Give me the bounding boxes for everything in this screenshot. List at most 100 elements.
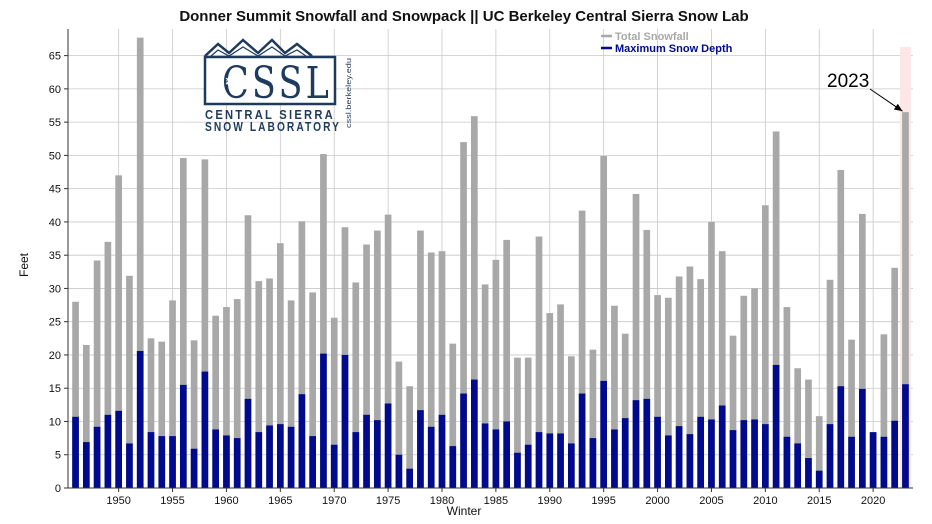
bar-max-snow-depth bbox=[169, 436, 176, 488]
bar-max-snow-depth bbox=[481, 423, 489, 488]
x-tick-label: 1960 bbox=[214, 495, 238, 507]
bar-max-snow-depth bbox=[869, 432, 877, 488]
bar-total-snowfall bbox=[169, 300, 176, 488]
bar-total-snowfall bbox=[567, 356, 575, 488]
y-tick-labels: 0 5 10 15 20 25 30 35 40 45 50 55 60 65 bbox=[49, 51, 68, 495]
y-axis-label: Feet bbox=[17, 252, 31, 277]
bar-total-snowfall bbox=[352, 282, 360, 488]
bar-total-snowfall bbox=[557, 304, 564, 488]
bar-total-snowfall bbox=[761, 205, 769, 489]
x-tick-label: 1985 bbox=[484, 495, 508, 507]
bar-max-snow-depth bbox=[567, 443, 575, 488]
max-snow-depth-bars bbox=[72, 350, 909, 488]
bar-max-snow-depth bbox=[320, 353, 327, 488]
bar-max-snow-depth bbox=[697, 416, 705, 488]
bar-total-snowfall bbox=[330, 317, 338, 488]
bar-total-snowfall bbox=[718, 251, 726, 488]
bar-total-snowfall bbox=[72, 301, 79, 488]
bar-total-snowfall bbox=[675, 276, 683, 488]
bar-max-snow-depth bbox=[341, 354, 349, 488]
bar-max-snow-depth bbox=[891, 420, 899, 488]
bar-total-snowfall bbox=[891, 267, 899, 488]
bar-max-snow-depth bbox=[848, 436, 855, 488]
bar-max-snow-depth bbox=[449, 446, 457, 488]
bar-max-snow-depth bbox=[212, 429, 220, 488]
bar-max-snow-depth bbox=[395, 454, 403, 488]
x-tick-label: 1990 bbox=[538, 495, 562, 507]
bar-total-snowfall bbox=[384, 214, 392, 489]
bar-max-snow-depth bbox=[654, 416, 661, 488]
bar-total-snowfall bbox=[643, 229, 651, 489]
mountain-icon bbox=[204, 38, 313, 57]
bar-max-snow-depth bbox=[783, 436, 791, 488]
bar-max-snow-depth bbox=[794, 443, 802, 488]
bar-max-snow-depth bbox=[406, 468, 414, 488]
bar-total-snowfall bbox=[126, 275, 133, 488]
x-axis-label: Winter bbox=[447, 504, 482, 518]
bar-total-snowfall bbox=[115, 175, 122, 488]
bar-max-snow-depth bbox=[740, 420, 748, 488]
bar-total-snowfall bbox=[837, 170, 845, 488]
y-tick-label: 45 bbox=[49, 184, 61, 196]
bar-max-snow-depth bbox=[82, 442, 90, 488]
bar-max-snow-depth bbox=[309, 436, 317, 488]
bar-max-snow-depth bbox=[352, 432, 360, 488]
bar-max-snow-depth bbox=[233, 438, 241, 488]
bar-max-snow-depth bbox=[643, 398, 651, 488]
x-tick-label: 1980 bbox=[430, 495, 454, 507]
bar-total-snowfall bbox=[395, 361, 403, 488]
y-tick-label: 40 bbox=[49, 217, 61, 229]
bar-max-snow-depth bbox=[880, 436, 888, 488]
bar-total-snowfall bbox=[654, 295, 661, 488]
bar-max-snow-depth bbox=[859, 388, 866, 488]
bar-max-snow-depth bbox=[287, 426, 295, 488]
bar-max-snow-depth bbox=[190, 448, 198, 488]
bar-total-snowfall bbox=[772, 131, 780, 488]
bar-total-snowfall bbox=[524, 357, 532, 488]
bar-max-snow-depth bbox=[427, 426, 435, 488]
plot-area bbox=[68, 29, 913, 488]
bar-total-snowfall bbox=[880, 334, 888, 488]
bar-max-snow-depth bbox=[578, 393, 586, 488]
bar-total-snowfall bbox=[546, 313, 554, 488]
bar-max-snow-depth bbox=[438, 414, 446, 488]
chart-title: Donner Summit Snowfall and Snowpack || U… bbox=[179, 8, 748, 25]
x-tick-label: 2010 bbox=[753, 495, 777, 507]
bar-total-snowfall bbox=[708, 221, 715, 489]
cssl-logo: CSSL ❄ CENTRAL SIERRA SNOW LABORATORY cs… bbox=[203, 38, 353, 134]
bar-total-snowfall bbox=[826, 279, 834, 488]
y-tick-label: 35 bbox=[49, 250, 61, 262]
y-tick-label: 5 bbox=[55, 450, 61, 462]
bar-total-snowfall bbox=[805, 379, 812, 488]
bar-max-snow-depth bbox=[589, 438, 597, 488]
bar-max-snow-depth bbox=[751, 419, 758, 488]
y-tick-label: 25 bbox=[49, 317, 61, 329]
bar-total-snowfall bbox=[902, 112, 909, 489]
bar-total-snowfall bbox=[255, 281, 263, 488]
bar-total-snowfall bbox=[417, 230, 424, 489]
bar-max-snow-depth bbox=[902, 384, 909, 488]
bar-total-snowfall bbox=[373, 230, 381, 489]
y-tick-label: 20 bbox=[49, 350, 61, 362]
bar-max-snow-depth bbox=[266, 425, 273, 488]
bar-max-snow-depth bbox=[686, 434, 694, 488]
bar-max-snow-depth bbox=[729, 430, 737, 488]
bar-max-snow-depth bbox=[492, 429, 500, 488]
bar-total-snowfall bbox=[794, 368, 802, 488]
bar-max-snow-depth bbox=[115, 410, 122, 488]
bar-max-snow-depth bbox=[470, 379, 478, 488]
bar-max-snow-depth bbox=[363, 414, 370, 488]
bar-total-snowfall bbox=[201, 159, 209, 488]
bar-max-snow-depth bbox=[126, 443, 133, 488]
bar-max-snow-depth bbox=[535, 432, 543, 488]
bar-max-snow-depth bbox=[255, 432, 263, 488]
bar-total-snowfall bbox=[136, 37, 144, 488]
bar-total-snowfall bbox=[751, 288, 758, 488]
bar-total-snowfall bbox=[481, 284, 489, 488]
bar-max-snow-depth bbox=[805, 458, 812, 488]
y-tick-label: 50 bbox=[49, 150, 61, 162]
legend-total-snowfall: Total Snowfall bbox=[615, 31, 689, 43]
bar-total-snowfall bbox=[859, 213, 866, 489]
bar-max-snow-depth bbox=[826, 424, 834, 488]
bar-max-snow-depth bbox=[276, 424, 284, 488]
